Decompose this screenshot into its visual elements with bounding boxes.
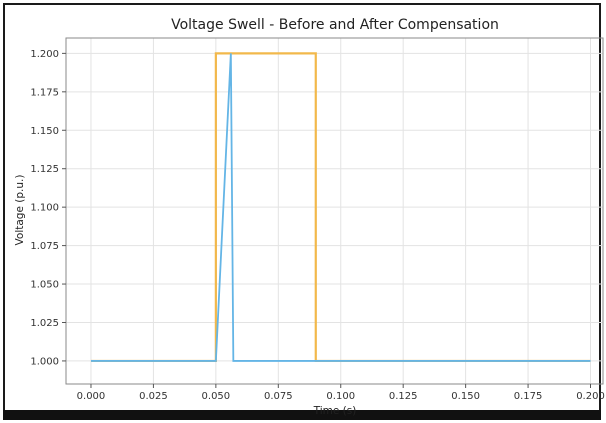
x-tick-label: 0.050 — [202, 391, 231, 402]
x-tick-label: 0.175 — [514, 391, 543, 402]
figure-frame-bottom-edge — [3, 410, 601, 420]
voltage-line-blue — [90, 53, 591, 362]
y-tick-label: 1.075 — [30, 241, 59, 252]
y-tick-label: 1.175 — [30, 87, 59, 98]
y-tick-label: 1.100 — [30, 203, 59, 214]
x-tick-label: 0.150 — [451, 391, 480, 402]
x-tick-label: 0.100 — [326, 391, 355, 402]
x-tick-label: 0.200 — [576, 391, 605, 402]
y-tick-label: 1.125 — [30, 164, 59, 175]
tick-labels: 0.000 0.025 0.050 0.075 0.100 0.125 0.150 0.175… — [30, 49, 604, 402]
y-tick-label: 1.000 — [30, 356, 59, 367]
x-axis-label: Time (s) — [313, 405, 357, 417]
grid-lines — [66, 38, 603, 384]
y-tick-label: 1.150 — [30, 126, 59, 137]
tick-marks — [62, 52, 592, 388]
y-tick-label: 1.025 — [30, 318, 59, 329]
y-tick-label: 1.050 — [30, 280, 59, 291]
y-tick-label: 1.200 — [30, 49, 59, 60]
x-tick-label: 0.125 — [389, 391, 418, 402]
plot-area — [65, 37, 604, 385]
y-axis-label: Voltage (p.u.) — [14, 175, 26, 246]
series-lines — [90, 52, 591, 363]
x-tick-label: 0.075 — [264, 391, 293, 402]
x-tick-label: 0.000 — [77, 391, 106, 402]
x-tick-label: 0.025 — [139, 391, 168, 402]
chart-title: Voltage Swell - Before and After Compens… — [171, 17, 499, 33]
figure-frame — [3, 3, 601, 419]
